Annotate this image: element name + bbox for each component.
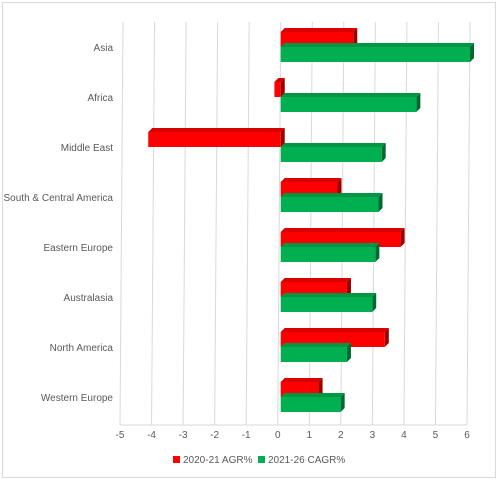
gridline xyxy=(119,21,124,426)
category-label: Middle East xyxy=(61,143,113,154)
gridline xyxy=(182,21,187,426)
bar xyxy=(280,193,383,212)
bar xyxy=(280,93,421,112)
bar xyxy=(280,143,386,162)
x-tick-label: -5 xyxy=(116,430,125,441)
legend-label: 2021-26 CAGR% xyxy=(268,455,345,466)
x-tick-label: -3 xyxy=(179,430,188,441)
bar xyxy=(274,78,285,97)
gridline xyxy=(214,21,219,426)
legend-swatch xyxy=(258,456,265,463)
category-label: Africa xyxy=(87,93,113,104)
gridline xyxy=(466,21,471,426)
bars xyxy=(148,28,474,412)
bar xyxy=(280,43,474,62)
x-tick-label: 3 xyxy=(370,430,376,441)
category-label: Western Europe xyxy=(41,393,114,404)
category-label: Eastern Europe xyxy=(44,243,114,254)
gridline xyxy=(245,21,250,426)
gridline xyxy=(403,21,408,426)
legend: 2020-21 AGR% 2021-26 CAGR% xyxy=(173,455,345,466)
category-label: Asia xyxy=(94,43,114,54)
gridline xyxy=(340,21,345,426)
category-label: Australasia xyxy=(64,293,114,304)
gridlines xyxy=(119,21,471,426)
x-tick-label: 5 xyxy=(433,430,439,441)
bar xyxy=(148,128,285,147)
category-label: South & Central America xyxy=(4,193,114,204)
legend-item: 2021-26 CAGR% xyxy=(258,455,345,466)
legend-swatch xyxy=(173,456,180,463)
legend-label: 2020-21 AGR% xyxy=(183,455,253,466)
x-tick-label: -4 xyxy=(147,430,156,441)
x-tick-label: -2 xyxy=(210,430,219,441)
bar xyxy=(280,243,380,262)
x-tick-label: 2 xyxy=(338,430,344,441)
bar xyxy=(280,393,345,412)
x-tick-label: 1 xyxy=(306,430,312,441)
x-tick-label: 0 xyxy=(275,430,281,441)
x-tick-labels: -5 -4 -3 -2 -1 0 1 2 3 4 5 6 xyxy=(116,430,471,441)
legend-item: 2020-21 AGR% xyxy=(173,455,253,466)
bar xyxy=(280,293,377,312)
x-tick-label: 4 xyxy=(401,430,407,441)
gridline xyxy=(434,21,439,426)
gridline xyxy=(308,21,313,426)
category-label: North America xyxy=(50,343,114,354)
gridline xyxy=(371,21,376,426)
bar xyxy=(280,343,351,362)
category-labels: Asia Africa Middle East South & Central Ame… xyxy=(4,43,114,404)
gridline xyxy=(151,21,156,426)
x-tick-label: 6 xyxy=(464,430,470,441)
x-tick-label: -1 xyxy=(242,430,251,441)
